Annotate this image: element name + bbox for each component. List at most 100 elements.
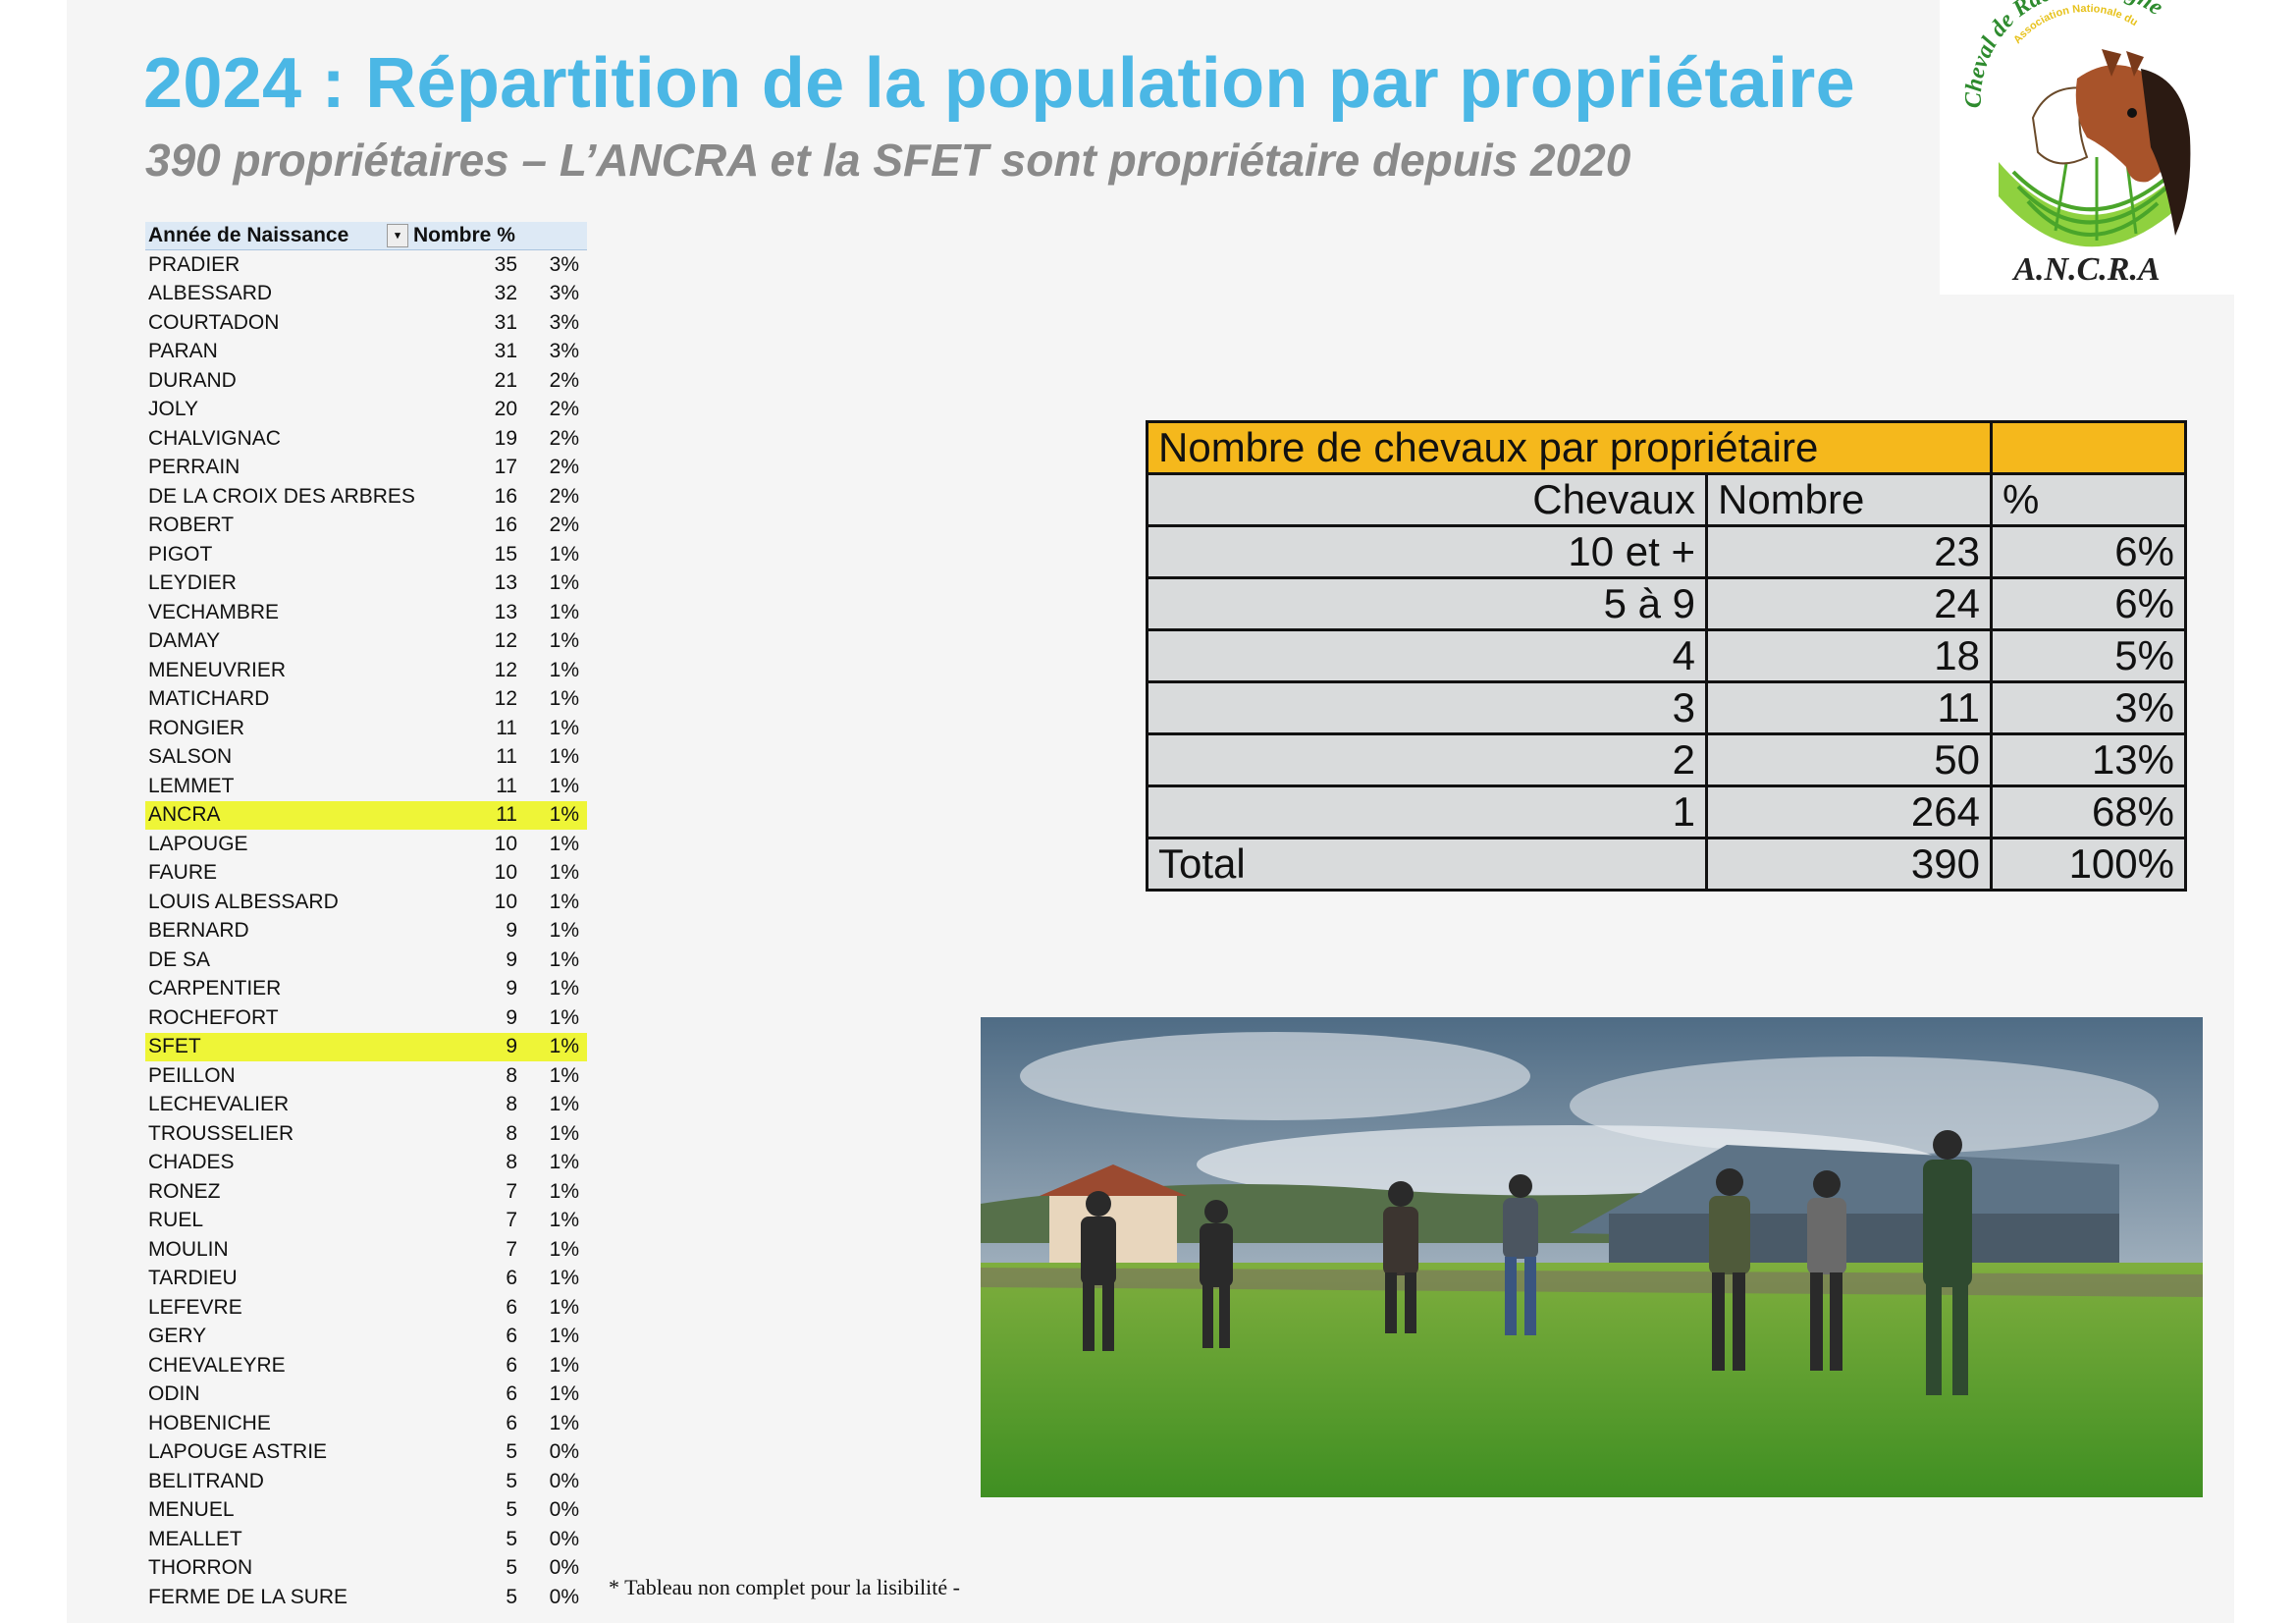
horses-per-owner-table: Nombre de chevaux par propriétaire Cheva… [1146, 420, 2187, 892]
photo-people [1081, 1130, 1972, 1395]
owner-count: 13 [494, 600, 517, 623]
owner-row: ODIN 6 1% [145, 1380, 587, 1410]
owner-pct: 1% [549, 571, 579, 595]
summary-pct: 6% [1990, 524, 2187, 579]
owner-count: 32 [494, 282, 517, 305]
owner-name: VECHAMBRE [148, 600, 280, 623]
owner-pct: 1% [549, 745, 579, 769]
owner-pct: 1% [549, 1151, 579, 1174]
owner-pct: 2% [549, 456, 579, 479]
owner-row: MATICHARD 12 1% [145, 685, 587, 715]
owner-row: DE LA CROIX DES ARBRES 16 2% [145, 482, 587, 512]
owner-pct: 1% [549, 1382, 579, 1406]
summary-pct: 13% [1990, 732, 2187, 787]
owner-name: COURTADON [148, 310, 280, 334]
owner-row: LEYDIER 13 1% [145, 569, 587, 599]
owner-row: MOULIN 7 1% [145, 1235, 587, 1265]
owner-pct: 3% [549, 310, 579, 334]
owner-pct: 1% [549, 1063, 579, 1087]
summary-title-row: Nombre de chevaux par propriétaire [1146, 420, 2187, 475]
owner-name: CARPENTIER [148, 977, 282, 1001]
owner-row: CARPENTIER 9 1% [145, 975, 587, 1004]
owner-pct: 1% [549, 1411, 579, 1434]
owner-pct: 1% [549, 600, 579, 623]
owner-pct: 1% [549, 1295, 579, 1319]
summary-row: 5 à 9 24 6% [1146, 576, 2187, 631]
group-photo-illustration [981, 1017, 2203, 1497]
owner-count: 6 [506, 1295, 517, 1319]
owner-pct: 0% [549, 1469, 579, 1492]
owner-row: MENEUVRIER 12 1% [145, 656, 587, 685]
filter-icon[interactable]: ▾ [387, 224, 408, 247]
owner-row: PEILLON 8 1% [145, 1061, 587, 1091]
summary-header-chevaux: Chevaux [1146, 472, 1708, 527]
owner-row: LEMMET 11 1% [145, 772, 587, 801]
owner-pct: 1% [549, 977, 579, 1001]
owner-row: DAMAY 12 1% [145, 627, 587, 657]
owner-row: RONEZ 7 1% [145, 1177, 587, 1207]
owner-pct: 1% [549, 1121, 579, 1145]
owner-count: 9 [506, 977, 517, 1001]
summary-pct: 5% [1990, 628, 2187, 683]
owner-count: 9 [506, 947, 517, 971]
owner-row: SALSON 11 1% [145, 743, 587, 773]
owner-name: RUEL [148, 1209, 204, 1232]
owner-name: RONGIER [148, 716, 245, 739]
owner-count: 9 [506, 919, 517, 943]
owner-row: RUEL 7 1% [145, 1207, 587, 1236]
photo-grass [981, 1263, 2203, 1497]
owner-name: RONEZ [148, 1179, 221, 1203]
owner-row: TARDIEU 6 1% [145, 1265, 587, 1294]
owner-pct: 2% [549, 484, 579, 508]
summary-nombre: 23 [1705, 524, 1993, 579]
owner-pct: 2% [549, 368, 579, 392]
owner-pct: 1% [549, 1035, 579, 1058]
owner-name: TROUSSELIER [148, 1121, 294, 1145]
owner-name: MENUEL [148, 1498, 235, 1522]
owner-name: DAMAY [148, 629, 221, 653]
owner-pct: 3% [549, 252, 579, 276]
header-birth-year-label: Année de Naissance [148, 224, 349, 246]
owner-pct: 1% [549, 803, 579, 827]
owner-count: 9 [506, 1035, 517, 1058]
owner-row: ANCRA 11 1% [145, 800, 587, 830]
owner-name: PIGOT [148, 542, 213, 566]
logo-field-line [2026, 199, 2160, 237]
owner-pct: 0% [549, 1585, 579, 1608]
summary-nombre: 24 [1705, 576, 1993, 631]
owner-count: 8 [506, 1093, 517, 1116]
logo-horse-mane [2141, 69, 2191, 236]
owner-row: ROCHEFORT 9 1% [145, 1003, 587, 1033]
owner-row: DE SA 9 1% [145, 946, 587, 975]
owner-count: 5 [506, 1498, 517, 1522]
owner-count: 12 [494, 629, 517, 653]
summary-title-empty-cell [1990, 420, 2187, 475]
owner-row: FAURE 10 1% [145, 859, 587, 889]
owner-pct: 1% [549, 861, 579, 885]
header-pct-label: % [497, 224, 515, 246]
ancra-logo: Cheval de Race Auvergne Association Nati… [1940, 0, 2234, 295]
owner-pct: 1% [549, 687, 579, 711]
summary-row: 2 50 13% [1146, 732, 2187, 787]
owner-count: 6 [506, 1411, 517, 1434]
owner-row: COURTADON 31 3% [145, 308, 587, 338]
page-title: 2024 : Répartition de la population par … [143, 44, 1855, 123]
owner-count: 8 [506, 1151, 517, 1174]
owner-name: LECHEVALIER [148, 1093, 290, 1116]
person [1081, 1191, 1116, 1351]
header-birth-year: Année de Naissance ▾ [145, 224, 408, 247]
owner-count: 6 [506, 1325, 517, 1348]
owner-row: TROUSSELIER 8 1% [145, 1119, 587, 1149]
logo-bottom-text: A.N.C.R.A [2011, 251, 2160, 288]
owner-row: MENUEL 5 0% [145, 1496, 587, 1526]
logo-field-line [2011, 170, 2172, 212]
person [1503, 1174, 1538, 1335]
owner-pct: 1% [549, 658, 579, 681]
owner-name: DURAND [148, 368, 237, 392]
owner-count: 13 [494, 571, 517, 595]
owner-name: SFET [148, 1035, 201, 1058]
owner-pct: 1% [549, 1005, 579, 1029]
photo-house-roof [1040, 1164, 1187, 1196]
summary-total-row: Total 390 100% [1146, 837, 2187, 892]
owner-pct: 1% [549, 1209, 579, 1232]
